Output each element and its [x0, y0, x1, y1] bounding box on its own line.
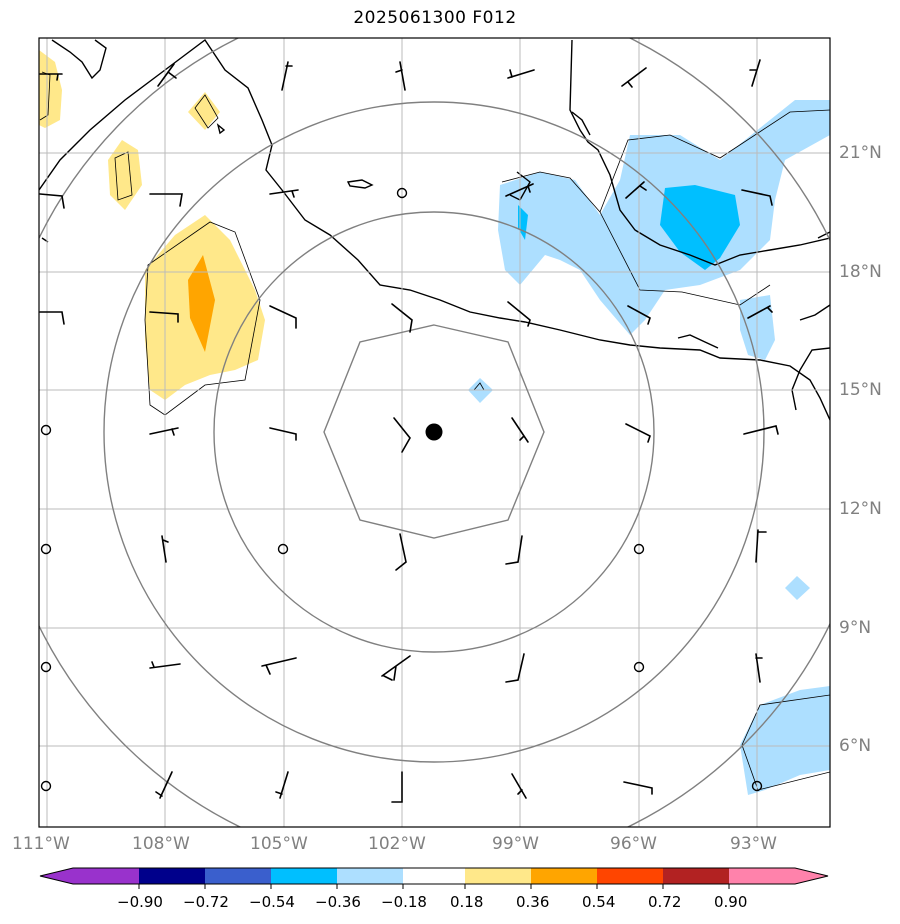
colorbar-label: 0.36	[516, 893, 550, 911]
lat-label-12n: 12°N	[839, 499, 882, 519]
range-rings	[39, 38, 830, 827]
storm-center-marker	[425, 423, 443, 441]
wind-barbs	[39, 59, 779, 803]
lat-label-6n: 6°N	[839, 736, 872, 756]
lon-label-108w: 108°W	[132, 834, 190, 854]
lat-label-9n: 9°N	[839, 618, 872, 638]
map-frame	[38, 37, 831, 828]
shading-layer	[39, 50, 830, 795]
lat-label-15n: 15°N	[839, 380, 882, 400]
colorbar	[39, 867, 829, 889]
lon-label-99w: 99°W	[492, 834, 539, 854]
lon-label-102w: 102°W	[368, 834, 426, 854]
graticule	[39, 38, 830, 827]
lat-label-21n: 21°N	[839, 143, 882, 163]
colorbar-label: 0.54	[582, 893, 616, 911]
colorbar-label: 0.18	[450, 893, 484, 911]
lon-label-111w: 111°W	[12, 834, 70, 854]
positive-shading-orange	[188, 255, 215, 352]
lon-label-93w: 93°W	[730, 834, 777, 854]
lon-label-105w: 105°W	[250, 834, 308, 854]
colorbar-label: 0.72	[648, 893, 682, 911]
negative-shading-mid	[660, 185, 740, 270]
lon-label-96w: 96°W	[610, 834, 657, 854]
map-title: 2025061300 F012	[353, 8, 517, 28]
colorbar-label: −0.36	[315, 893, 361, 911]
coastline	[39, 38, 830, 421]
colorbar-label: −0.90	[117, 893, 163, 911]
colorbar-label: −0.54	[249, 893, 295, 911]
colorbar-label: 0.90	[714, 893, 748, 911]
lat-label-18n: 18°N	[839, 262, 882, 282]
colorbar-label: −0.18	[381, 893, 427, 911]
colorbar-label: −0.72	[183, 893, 229, 911]
positive-shading-light	[39, 50, 62, 128]
contour-lines	[39, 71, 830, 791]
